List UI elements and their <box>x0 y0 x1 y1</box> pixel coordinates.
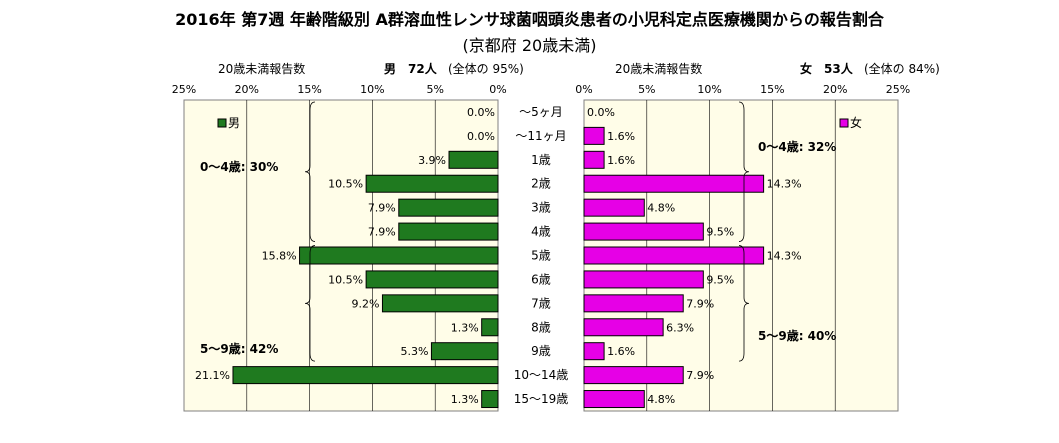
left-group-brace <box>304 245 316 362</box>
category-label: 3歳 <box>531 201 551 215</box>
category-label: 9歳 <box>531 344 551 358</box>
male-value-label: 10.5% <box>328 273 363 286</box>
female-bar <box>583 246 765 265</box>
female-bar <box>583 150 605 169</box>
female-bar <box>583 198 645 217</box>
right-x-tick-label: 20% <box>823 83 847 96</box>
right-x-tick-label: 10% <box>697 83 721 96</box>
left-x-tick-label: 10% <box>360 83 384 96</box>
female-bar <box>583 342 605 361</box>
female-bar <box>583 318 664 337</box>
left-x-tick-label: 0% <box>489 83 506 96</box>
left-header-count: 72人 <box>408 62 437 76</box>
left-header-sex: 男 <box>384 62 397 76</box>
female-value-label: 1.6% <box>607 130 635 143</box>
male-bar <box>430 342 499 361</box>
female-bar <box>583 174 765 193</box>
female-value-label: 9.5% <box>706 226 734 239</box>
female-bar <box>583 270 704 289</box>
female-bar <box>583 126 605 145</box>
female-value-label: 14.3% <box>767 178 802 191</box>
left-x-tick-label: 20% <box>235 83 259 96</box>
female-bar <box>583 294 684 313</box>
left-x-tick-label: 5% <box>426 83 443 96</box>
female-value-label: 14.3% <box>767 250 802 263</box>
right-x-tick-label: 15% <box>760 83 784 96</box>
right-group-brace <box>738 245 750 362</box>
male-value-label: 10.5% <box>328 178 363 191</box>
male-value-label: 0.0% <box>467 130 495 143</box>
male-value-label: 7.9% <box>368 202 396 215</box>
male-bar <box>398 222 499 241</box>
male-bar <box>381 294 499 313</box>
category-label: 1歳 <box>531 153 551 167</box>
right-group-annotation: 0〜4歳: 32% <box>758 139 836 154</box>
female-value-label: 6.3% <box>666 321 694 334</box>
female-bar <box>583 222 704 241</box>
right-header-sex: 女 <box>800 62 813 76</box>
left-x-tick-label: 15% <box>297 83 321 96</box>
category-label: 15〜19歳 <box>514 392 569 406</box>
category-label: 7歳 <box>531 296 551 310</box>
male-legend-swatch <box>217 118 227 128</box>
male-bar <box>232 366 499 385</box>
male-bar <box>365 270 499 289</box>
male-bar <box>398 198 499 217</box>
left-group-annotation: 0〜4歳: 30% <box>200 159 278 174</box>
male-bar <box>481 318 499 337</box>
right-x-tick-label: 0% <box>575 83 592 96</box>
male-value-label: 21.1% <box>195 369 230 382</box>
female-value-label: 0.0% <box>587 106 615 119</box>
male-value-label: 0.0% <box>467 106 495 119</box>
right-header-share: (全体の 84%) <box>864 62 940 76</box>
category-label: 4歳 <box>531 225 551 239</box>
left-x-tick-label: 25% <box>172 83 196 96</box>
female-value-label: 7.9% <box>686 297 714 310</box>
male-value-label: 5.3% <box>400 345 428 358</box>
female-legend-label: 女 <box>850 115 862 130</box>
male-value-label: 9.2% <box>351 297 379 310</box>
female-bar <box>583 366 684 385</box>
chart-title: 2016年 第7週 年齢階級別 A群溶血性レンサ球菌咽頭炎患者の小児科定点医療機… <box>175 10 884 29</box>
female-bar <box>583 390 645 409</box>
category-label: 〜5ヶ月 <box>519 105 563 119</box>
category-label: 10〜14歳 <box>514 368 569 382</box>
male-bar <box>448 150 499 169</box>
right-group-annotation: 5〜9歳: 40% <box>758 328 836 343</box>
chart-subtitle: (京都府 20歳未満) <box>462 36 597 55</box>
female-value-label: 1.6% <box>607 345 635 358</box>
left-header-share: (全体の 95%) <box>448 62 524 76</box>
male-value-label: 1.3% <box>451 321 479 334</box>
right-header-label: 20歳未満報告数 <box>615 62 703 76</box>
male-legend-label: 男 <box>228 116 240 130</box>
male-value-label: 15.8% <box>262 250 297 263</box>
category-label: 8歳 <box>531 320 551 334</box>
female-legend-swatch <box>839 118 849 128</box>
left-group-annotation: 5〜9歳: 42% <box>200 341 278 356</box>
right-group-brace <box>738 101 750 242</box>
right-header-count: 53人 <box>824 62 853 76</box>
male-value-label: 7.9% <box>368 226 396 239</box>
female-value-label: 4.8% <box>647 393 675 406</box>
male-bar <box>299 246 499 265</box>
category-label: 2歳 <box>531 177 551 191</box>
category-label: 5歳 <box>531 249 551 263</box>
female-value-label: 4.8% <box>647 202 675 215</box>
male-bar <box>365 174 499 193</box>
right-x-tick-label: 5% <box>638 83 655 96</box>
left-header-label: 20歳未満報告数 <box>218 62 306 76</box>
male-value-label: 3.9% <box>418 154 446 167</box>
female-value-label: 1.6% <box>607 154 635 167</box>
right-x-tick-label: 25% <box>886 83 910 96</box>
category-label: 6歳 <box>531 272 551 286</box>
female-value-label: 9.5% <box>706 273 734 286</box>
category-label: 〜11ヶ月 <box>515 129 566 143</box>
male-value-label: 1.3% <box>451 393 479 406</box>
left-group-brace <box>304 101 316 242</box>
female-value-label: 7.9% <box>686 369 714 382</box>
male-bar <box>481 390 499 409</box>
